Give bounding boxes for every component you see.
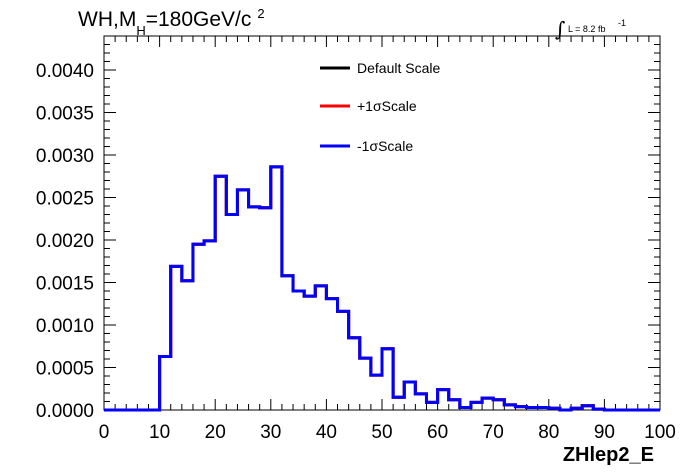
lumi-superscript: -1 [618, 18, 626, 28]
y-tick-label: 0.0030 [36, 146, 94, 167]
y-tick-label: 0.0040 [36, 61, 94, 82]
title-superscript: 2 [257, 6, 264, 21]
legend: Default Scale +1σScale -1σScale [320, 60, 440, 154]
histogram-series [104, 165, 660, 412]
y-tick-label: 0.0015 [36, 274, 94, 295]
y-axis: 0.0000 0.0005 0.0010 0.0015 0.0020 0.0025 0.00… [36, 35, 660, 422]
legend-label: Default Scale [357, 60, 440, 76]
integral-sign: ∫ [555, 17, 565, 41]
x-tick-label: 40 [316, 422, 337, 443]
x-tick-label: 20 [205, 422, 226, 443]
y-tick-label: 0.0035 [36, 104, 94, 125]
x-tick-label: 60 [427, 422, 448, 443]
x-tick-label: 0 [99, 422, 110, 443]
x-tick-label: 70 [483, 422, 504, 443]
chart-title: WH,MH=180GeV/c 2 [78, 6, 265, 38]
x-tick-label: 80 [538, 422, 559, 443]
legend-label: -1σScale [357, 138, 413, 154]
y-tick-label: 0.0000 [36, 401, 94, 422]
x-tick-label: 30 [260, 422, 281, 443]
lumi-label: ∫ L = 8.2 fb -1 [555, 17, 626, 41]
legend-label: +1σScale [357, 98, 417, 114]
series-layer [104, 165, 660, 412]
y-tick-label: 0.0005 [36, 359, 94, 380]
lumi-text: L = 8.2 fb [568, 24, 605, 34]
x-tick-label: 10 [149, 422, 170, 443]
x-tick-label: 90 [594, 422, 615, 443]
y-tick-label: 0.0025 [36, 189, 94, 210]
title-suffix: =180GeV/c [146, 8, 252, 31]
title-subscript: H [136, 23, 145, 38]
y-tick-label: 0.0010 [36, 316, 94, 337]
y-tick-label: 0.0020 [36, 231, 94, 252]
x-tick-label: 100 [644, 422, 676, 443]
x-tick-label: 50 [371, 422, 392, 443]
x-axis-title: ZHlep2_E [563, 444, 654, 466]
